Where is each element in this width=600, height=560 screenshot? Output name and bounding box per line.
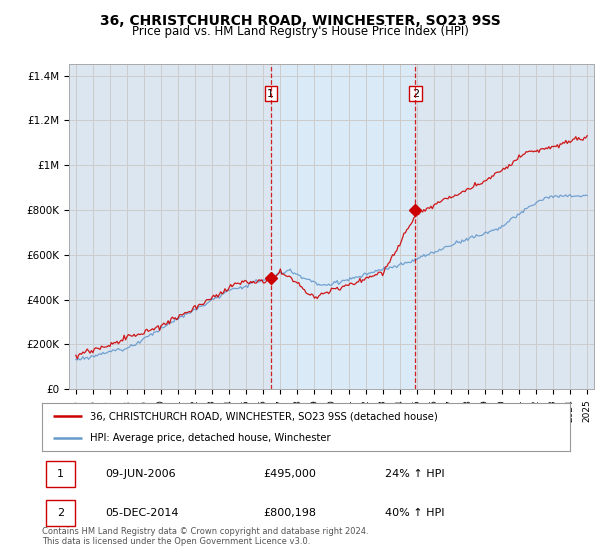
Text: 2: 2: [412, 88, 419, 99]
Text: 24% ↑ HPI: 24% ↑ HPI: [385, 469, 445, 479]
Text: 1: 1: [57, 469, 64, 479]
FancyBboxPatch shape: [46, 500, 75, 526]
Text: HPI: Average price, detached house, Winchester: HPI: Average price, detached house, Winc…: [89, 433, 330, 443]
FancyBboxPatch shape: [46, 461, 75, 487]
Text: 36, CHRISTCHURCH ROAD, WINCHESTER, SO23 9SS (detached house): 36, CHRISTCHURCH ROAD, WINCHESTER, SO23 …: [89, 411, 437, 421]
Text: 05-DEC-2014: 05-DEC-2014: [106, 508, 179, 518]
Text: Price paid vs. HM Land Registry's House Price Index (HPI): Price paid vs. HM Land Registry's House …: [131, 25, 469, 38]
Text: Contains HM Land Registry data © Crown copyright and database right 2024.
This d: Contains HM Land Registry data © Crown c…: [42, 526, 368, 546]
Text: 09-JUN-2006: 09-JUN-2006: [106, 469, 176, 479]
Text: £800,198: £800,198: [264, 508, 317, 518]
Text: 2: 2: [57, 508, 64, 518]
Bar: [271, 64, 415, 389]
Text: 36, CHRISTCHURCH ROAD, WINCHESTER, SO23 9SS: 36, CHRISTCHURCH ROAD, WINCHESTER, SO23 …: [100, 14, 500, 28]
Text: 40% ↑ HPI: 40% ↑ HPI: [385, 508, 445, 518]
Text: 1: 1: [268, 88, 274, 99]
Text: £495,000: £495,000: [264, 469, 317, 479]
